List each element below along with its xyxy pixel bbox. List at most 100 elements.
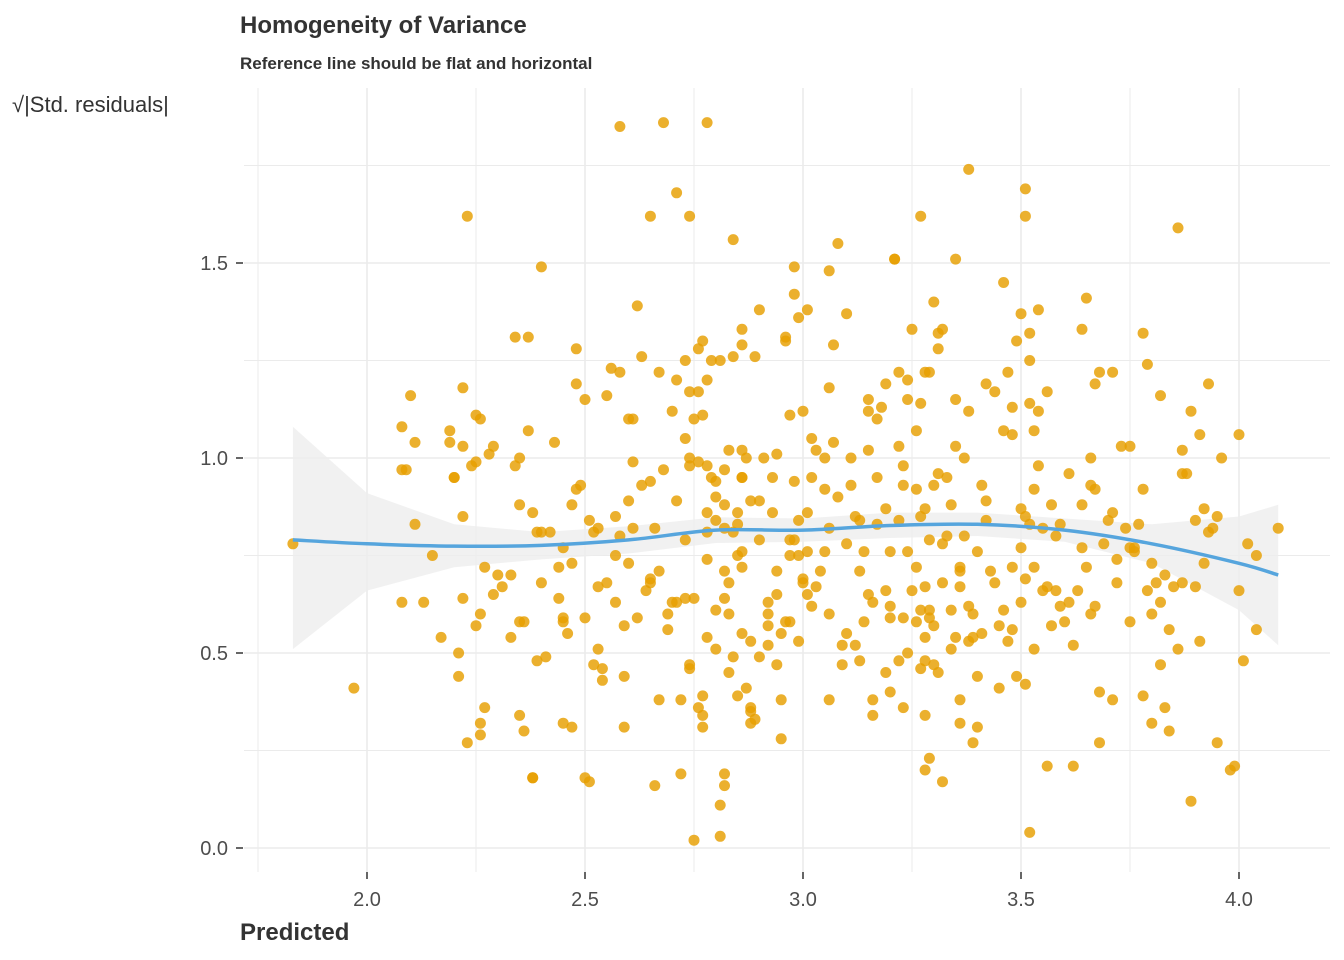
data-point bbox=[910, 561, 922, 573]
data-point bbox=[1250, 550, 1262, 561]
data-point bbox=[797, 405, 809, 417]
data-point bbox=[535, 577, 547, 589]
data-point bbox=[823, 608, 835, 620]
data-point bbox=[1046, 499, 1057, 511]
data-point bbox=[671, 374, 683, 386]
x-tick-label: 2.0 bbox=[353, 889, 381, 911]
data-point bbox=[636, 351, 648, 363]
data-point bbox=[923, 752, 935, 764]
data-point bbox=[1181, 468, 1193, 480]
data-point bbox=[819, 483, 831, 495]
data-point bbox=[788, 475, 800, 487]
data-point bbox=[474, 608, 486, 620]
data-point bbox=[457, 440, 469, 452]
data-point bbox=[841, 308, 853, 320]
data-point bbox=[897, 612, 909, 624]
data-point bbox=[1067, 760, 1079, 772]
data-point bbox=[893, 366, 905, 378]
data-point bbox=[980, 495, 992, 507]
data-point bbox=[915, 210, 927, 222]
data-point bbox=[841, 628, 853, 639]
data-point bbox=[697, 721, 709, 733]
data-point bbox=[919, 764, 931, 776]
data-point bbox=[1024, 397, 1036, 409]
data-point bbox=[583, 776, 595, 788]
data-point bbox=[762, 608, 774, 620]
data-point bbox=[1242, 538, 1254, 550]
data-point bbox=[1059, 616, 1071, 628]
data-point bbox=[1094, 686, 1105, 698]
data-point bbox=[858, 546, 870, 558]
x-tick-label: 3.0 bbox=[789, 889, 817, 911]
data-point bbox=[867, 694, 879, 706]
data-point bbox=[1094, 366, 1105, 378]
data-point bbox=[1111, 553, 1123, 565]
data-point bbox=[719, 768, 730, 780]
data-point bbox=[784, 409, 796, 421]
data-point bbox=[880, 503, 892, 515]
data-point bbox=[614, 121, 626, 132]
data-point bbox=[793, 312, 805, 324]
data-point bbox=[1211, 511, 1223, 522]
data-point bbox=[1028, 561, 1040, 573]
data-point bbox=[697, 409, 709, 421]
data-point bbox=[688, 592, 700, 604]
data-point bbox=[902, 374, 914, 386]
data-point bbox=[653, 565, 665, 577]
data-point bbox=[976, 479, 988, 491]
data-point bbox=[810, 444, 822, 456]
data-point bbox=[945, 604, 957, 616]
data-point bbox=[522, 425, 534, 437]
data-point bbox=[457, 511, 469, 522]
data-point bbox=[810, 581, 822, 593]
data-point bbox=[474, 717, 486, 729]
data-point bbox=[618, 670, 630, 682]
data-point bbox=[1107, 507, 1119, 519]
data-point bbox=[1032, 405, 1044, 417]
data-point bbox=[1085, 452, 1097, 464]
data-point bbox=[396, 596, 408, 608]
data-point bbox=[701, 553, 713, 565]
data-point bbox=[470, 456, 482, 468]
data-point bbox=[858, 616, 870, 628]
data-point bbox=[553, 592, 565, 604]
data-point bbox=[1176, 444, 1188, 456]
data-point bbox=[1019, 573, 1031, 585]
data-point bbox=[845, 479, 857, 491]
data-point bbox=[793, 514, 805, 526]
data-point bbox=[910, 616, 922, 628]
data-point bbox=[701, 507, 713, 519]
data-point bbox=[819, 546, 831, 558]
data-point bbox=[889, 253, 901, 265]
data-point bbox=[444, 425, 456, 437]
data-point bbox=[1189, 581, 1201, 593]
data-point bbox=[723, 444, 735, 456]
data-point bbox=[1198, 503, 1210, 515]
data-point bbox=[967, 631, 979, 643]
data-point bbox=[823, 265, 835, 277]
data-point bbox=[1141, 358, 1153, 370]
data-point bbox=[950, 394, 962, 405]
data-point bbox=[928, 479, 940, 491]
data-point bbox=[771, 448, 783, 460]
data-point bbox=[814, 565, 826, 577]
data-point bbox=[692, 456, 704, 468]
data-point bbox=[566, 499, 578, 511]
data-point bbox=[684, 386, 696, 398]
data-point bbox=[910, 483, 922, 495]
data-point bbox=[823, 694, 835, 706]
data-point bbox=[880, 667, 892, 678]
data-point bbox=[723, 608, 735, 620]
data-point bbox=[736, 628, 748, 639]
data-point bbox=[627, 413, 639, 425]
data-point bbox=[845, 452, 857, 464]
data-point bbox=[836, 659, 848, 671]
data-point bbox=[862, 444, 874, 456]
data-point bbox=[684, 663, 696, 675]
data-point bbox=[1194, 635, 1206, 647]
y-tick-label: 1.5 bbox=[200, 253, 228, 275]
data-point bbox=[732, 690, 744, 702]
data-point bbox=[932, 468, 944, 480]
data-point bbox=[348, 682, 360, 694]
